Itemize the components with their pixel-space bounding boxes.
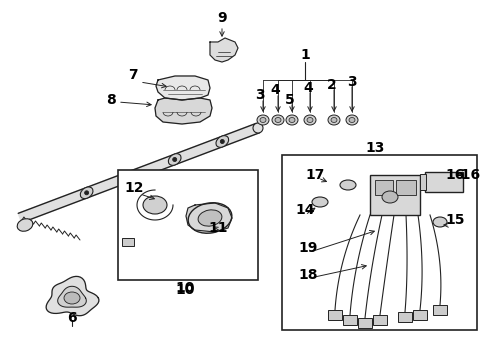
Ellipse shape (143, 196, 167, 214)
Ellipse shape (125, 175, 129, 180)
Polygon shape (210, 38, 238, 62)
Polygon shape (186, 203, 232, 232)
Text: 12: 12 (124, 181, 144, 195)
Polygon shape (155, 98, 212, 124)
Ellipse shape (198, 210, 222, 226)
Ellipse shape (433, 217, 447, 227)
Ellipse shape (349, 117, 355, 122)
Polygon shape (18, 123, 260, 223)
Ellipse shape (257, 115, 269, 125)
Polygon shape (58, 286, 86, 307)
Text: 6: 6 (67, 311, 77, 325)
Polygon shape (46, 276, 99, 316)
Ellipse shape (260, 117, 266, 122)
Bar (358, 318, 372, 328)
Ellipse shape (307, 117, 313, 122)
Ellipse shape (272, 115, 284, 125)
Ellipse shape (286, 115, 298, 125)
Text: 17: 17 (305, 168, 325, 182)
Bar (343, 315, 357, 325)
Text: 16: 16 (445, 168, 465, 182)
Text: 18: 18 (298, 268, 318, 282)
Bar (375, 180, 393, 195)
Bar (420, 174, 426, 190)
Text: 8: 8 (106, 93, 116, 107)
Ellipse shape (328, 115, 340, 125)
Ellipse shape (346, 115, 358, 125)
Text: 11: 11 (208, 221, 228, 235)
Ellipse shape (331, 117, 337, 122)
Ellipse shape (188, 203, 232, 233)
Text: 3: 3 (255, 88, 265, 102)
Ellipse shape (253, 123, 263, 133)
Ellipse shape (80, 187, 93, 199)
Bar (398, 312, 412, 322)
Text: 15: 15 (445, 213, 465, 227)
Bar (396, 180, 416, 195)
Ellipse shape (382, 191, 398, 203)
Bar (370, 175, 420, 215)
Text: 4: 4 (270, 83, 280, 97)
Text: 10: 10 (175, 281, 195, 295)
Bar (425, 172, 463, 192)
Bar (373, 315, 387, 325)
Text: 10: 10 (175, 283, 195, 297)
Ellipse shape (17, 219, 33, 231)
Text: 4: 4 (303, 81, 313, 95)
Bar (328, 310, 342, 320)
Ellipse shape (169, 154, 181, 165)
Ellipse shape (304, 115, 316, 125)
Text: 19: 19 (298, 241, 318, 255)
Bar (282, 155, 477, 330)
Text: -16: -16 (455, 168, 480, 182)
Text: 5: 5 (285, 93, 295, 107)
Polygon shape (156, 76, 210, 100)
Ellipse shape (216, 136, 229, 147)
Ellipse shape (312, 197, 328, 207)
Text: 14: 14 (295, 203, 315, 217)
Ellipse shape (64, 292, 80, 304)
Ellipse shape (275, 117, 281, 122)
Ellipse shape (220, 139, 224, 144)
Ellipse shape (85, 191, 89, 195)
Text: 3: 3 (347, 75, 357, 89)
Ellipse shape (289, 117, 295, 122)
Text: 13: 13 (366, 141, 385, 155)
Bar (433, 305, 447, 315)
Text: 9: 9 (217, 11, 227, 25)
Text: 7: 7 (128, 68, 138, 82)
Text: 2: 2 (327, 78, 337, 92)
Text: 1: 1 (300, 48, 310, 62)
Bar (413, 310, 427, 320)
Ellipse shape (340, 180, 356, 190)
Bar (118, 170, 258, 280)
Ellipse shape (121, 172, 133, 183)
Ellipse shape (172, 158, 177, 162)
Bar (122, 238, 134, 246)
